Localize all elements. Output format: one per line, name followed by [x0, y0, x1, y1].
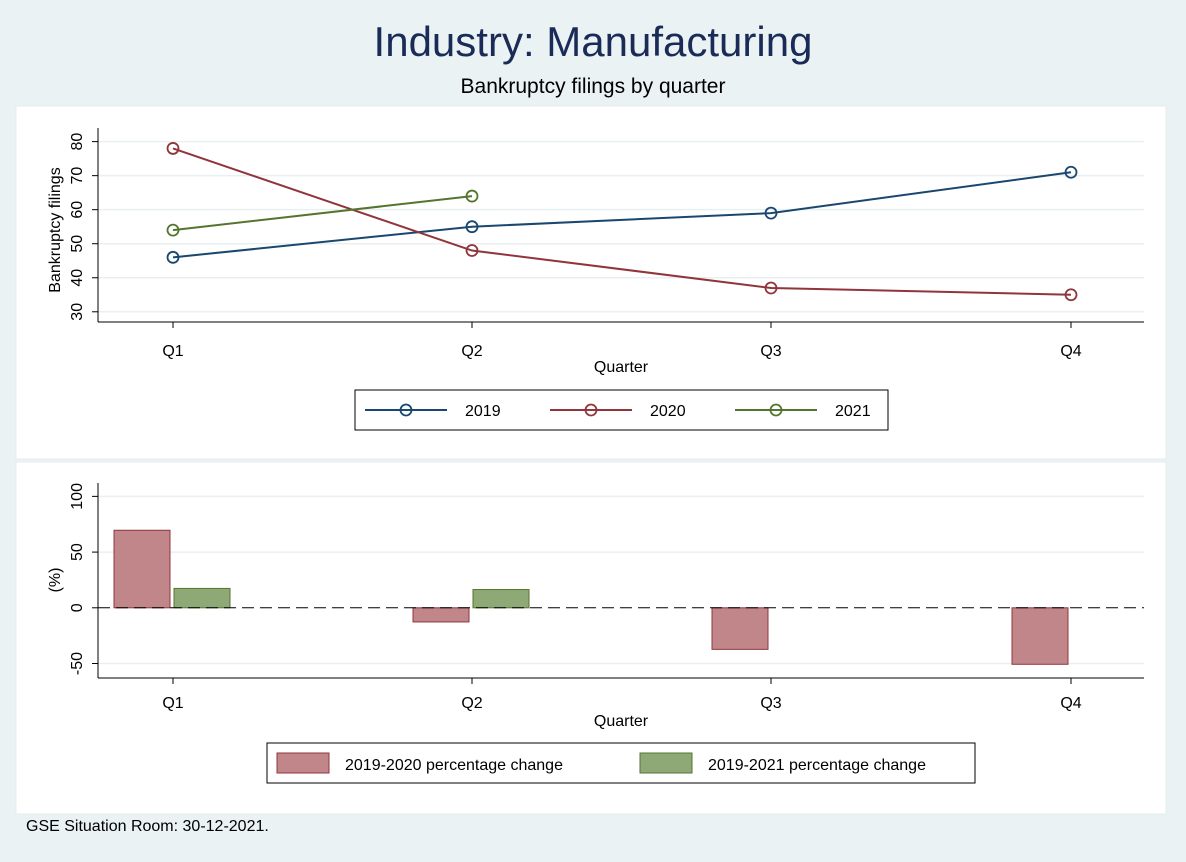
bar-2019-2020 percentage change-Q2	[412, 607, 470, 623]
bar-2019-2020 percentage change-Q3	[711, 607, 769, 650]
bar-legend-box	[266, 742, 976, 784]
legend-bar-swatch	[639, 752, 693, 774]
x-axis-label: Quarter	[594, 713, 649, 730]
data-point-2019	[465, 220, 479, 234]
y-tick-label: 100	[69, 483, 86, 510]
y-axis-label: Bankruptcy filings	[47, 167, 64, 292]
data-point-2019	[1064, 165, 1078, 179]
x-tick-label: Q1	[162, 343, 183, 360]
legend-label: 2020	[650, 403, 686, 420]
y-axis-label: (%)	[47, 568, 64, 593]
y-tick-label: 80	[69, 133, 86, 151]
chart-subtitle: Bankruptcy filings by quarter	[460, 75, 726, 98]
series-line-2021	[172, 195, 473, 232]
x-tick-label: Q2	[461, 343, 482, 360]
x-tick-label: Q3	[760, 343, 781, 360]
source-note: GSE Situation Room: 30-12-2021.	[26, 818, 269, 835]
series-line-2020	[172, 147, 1072, 296]
series-line-2019	[172, 171, 1072, 259]
y-tick-label: 30	[69, 303, 86, 321]
data-point-2021	[465, 189, 479, 203]
legend-marker	[584, 403, 598, 417]
legend-marker	[769, 403, 783, 417]
legend-bar-swatch	[276, 752, 330, 774]
y-tick-label: 60	[69, 201, 86, 219]
bar-2019-2020 percentage change-Q1	[113, 529, 171, 609]
legend-label: 2019	[465, 403, 501, 420]
y-tick-label: 50	[69, 543, 86, 561]
x-tick-label: Q4	[1060, 343, 1081, 360]
y-tick-label: 40	[69, 269, 86, 287]
data-point-2019	[764, 206, 778, 220]
bar-2019-2021 percentage change-Q2	[472, 589, 530, 609]
legend-marker	[399, 403, 413, 417]
data-point-2020	[764, 281, 778, 295]
y-tick-label: 70	[69, 167, 86, 185]
data-point-2020	[465, 244, 479, 257]
legend-label: 2019-2020 percentage change	[345, 757, 563, 774]
data-point-2020	[1064, 288, 1078, 302]
bar-2019-2021 percentage change-Q1	[173, 587, 231, 609]
legend-label: 2019-2021 percentage change	[708, 757, 926, 774]
y-tick-label: 50	[69, 235, 86, 253]
y-tick-label: -50	[69, 652, 86, 675]
data-point-2021	[166, 223, 180, 237]
bar-2019-2020 percentage change-Q4	[1011, 607, 1069, 665]
x-tick-label: Q4	[1060, 695, 1081, 712]
x-tick-label: Q3	[760, 695, 781, 712]
data-point-2019	[166, 250, 180, 264]
data-point-2020	[166, 142, 180, 155]
legend-label: 2021	[835, 403, 871, 420]
y-tick-label: 0	[69, 603, 86, 612]
chart-title: Industry: Manufacturing	[373, 18, 813, 65]
x-tick-label: Q1	[162, 695, 183, 712]
x-tick-label: Q2	[461, 695, 482, 712]
x-axis-label: Quarter	[594, 359, 649, 376]
